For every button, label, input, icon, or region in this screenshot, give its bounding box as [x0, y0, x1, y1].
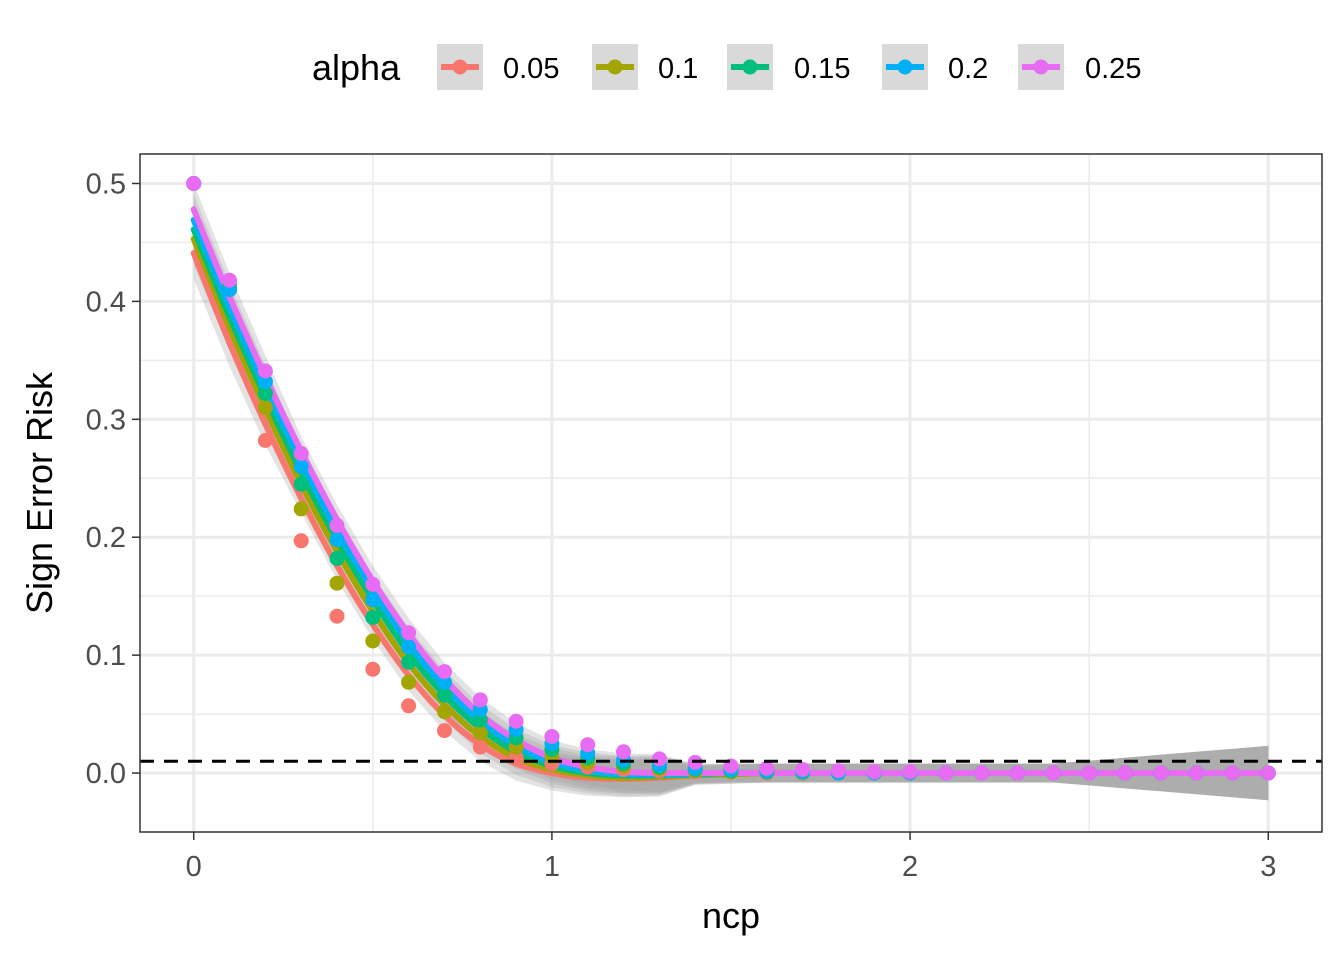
y-tick-label: 0.3	[86, 404, 126, 436]
data-point-0-15	[257, 385, 273, 401]
data-point-0-25	[1117, 765, 1133, 781]
data-point-0-25	[1010, 765, 1025, 781]
data-point-0-25	[902, 764, 918, 780]
data-point-0-2	[257, 374, 273, 390]
data-point-0-1	[365, 633, 381, 649]
data-point-0-1	[437, 704, 452, 720]
legend-key-point	[897, 59, 913, 75]
legend-label: 0.25	[1085, 53, 1141, 85]
data-point-0-25	[759, 760, 775, 776]
legend-key-point	[1033, 59, 1049, 75]
data-point-0-25	[365, 576, 381, 592]
data-point-0-05	[401, 698, 417, 714]
legend-key-point	[742, 59, 758, 75]
data-point-0-25	[580, 737, 596, 753]
data-point-0-2	[293, 459, 309, 474]
data-point-0-15	[437, 687, 452, 703]
data-point-0-25	[544, 729, 560, 744]
data-point-0-2	[401, 639, 417, 655]
y-axis: 0.0 0.1 0.2 0.3 0.4 0.5	[86, 168, 140, 790]
data-point-0-2	[365, 592, 381, 608]
data-point-0-1	[257, 400, 273, 415]
data-point-0-25	[1225, 765, 1240, 781]
data-point-0-05	[293, 533, 309, 549]
legend-title: alpha	[312, 47, 401, 88]
data-point-0-15	[401, 654, 417, 670]
data-point-0-1	[472, 725, 488, 741]
x-axis-label: ncp	[702, 895, 760, 936]
legend-label: 0.1	[658, 53, 698, 85]
data-point-0-1	[329, 575, 345, 591]
data-point-0-25	[938, 765, 954, 781]
data-point-0-25	[1081, 765, 1097, 781]
data-point-0-15	[472, 712, 488, 728]
data-point-0-25	[1260, 765, 1276, 781]
data-point-0-05	[257, 433, 273, 448]
data-point-0-25	[831, 763, 846, 779]
data-point-0-25	[1045, 765, 1061, 781]
data-point-0-25	[401, 625, 417, 641]
data-point-0-2	[437, 674, 452, 690]
data-point-0-1	[293, 501, 309, 517]
data-point-0-25	[974, 765, 990, 781]
x-tick-label: 1	[544, 851, 560, 883]
data-point-0-25	[1153, 765, 1169, 781]
data-point-0-2	[329, 532, 345, 548]
y-axis-label: Sign Error Risk	[19, 371, 60, 614]
data-point-0-05	[472, 739, 488, 755]
data-point-0-25	[293, 446, 309, 461]
plot-panel	[139, 153, 1323, 833]
legend-key-point	[452, 59, 468, 75]
data-point-0-05	[329, 608, 345, 624]
data-point-0-25	[1189, 765, 1205, 781]
y-tick-label: 0.4	[86, 286, 126, 318]
data-point-0-25	[222, 272, 237, 288]
data-point-0-15	[293, 476, 309, 492]
data-point-0-25	[508, 713, 524, 729]
legend-label: 0.15	[794, 53, 850, 85]
data-point-0-25	[616, 744, 631, 760]
x-tick-label: 3	[1260, 851, 1276, 883]
data-point-0-15	[365, 609, 381, 625]
data-point-0-25	[651, 751, 667, 767]
y-tick-label: 0.0	[86, 758, 126, 790]
data-point-0-25	[257, 363, 273, 379]
y-tick-label: 0.2	[86, 522, 126, 554]
x-tick-label: 0	[186, 851, 202, 883]
x-axis: 0 1 2 3	[186, 832, 1276, 883]
x-tick-label: 2	[902, 851, 918, 883]
data-point-0-25	[437, 664, 452, 680]
y-tick-label: 0.5	[86, 168, 126, 200]
data-point-0-25	[795, 762, 811, 777]
data-point-0-25	[329, 517, 345, 533]
data-point-0-25	[186, 176, 202, 191]
legend-label: 0.05	[503, 53, 559, 85]
y-tick-label: 0.1	[86, 640, 126, 672]
data-point-0-25	[472, 692, 488, 708]
data-point-0-25	[866, 764, 882, 780]
legend-key-point	[607, 59, 623, 75]
legend-label: 0.2	[948, 53, 988, 85]
data-point-0-1	[401, 674, 417, 690]
legend: alpha 0.05 0.1 0.15 0.2 0.25	[312, 44, 1141, 90]
panel-border	[139, 153, 1323, 833]
data-point-0-05	[437, 723, 452, 739]
data-point-0-15	[329, 550, 345, 566]
data-point-0-05	[365, 661, 381, 677]
